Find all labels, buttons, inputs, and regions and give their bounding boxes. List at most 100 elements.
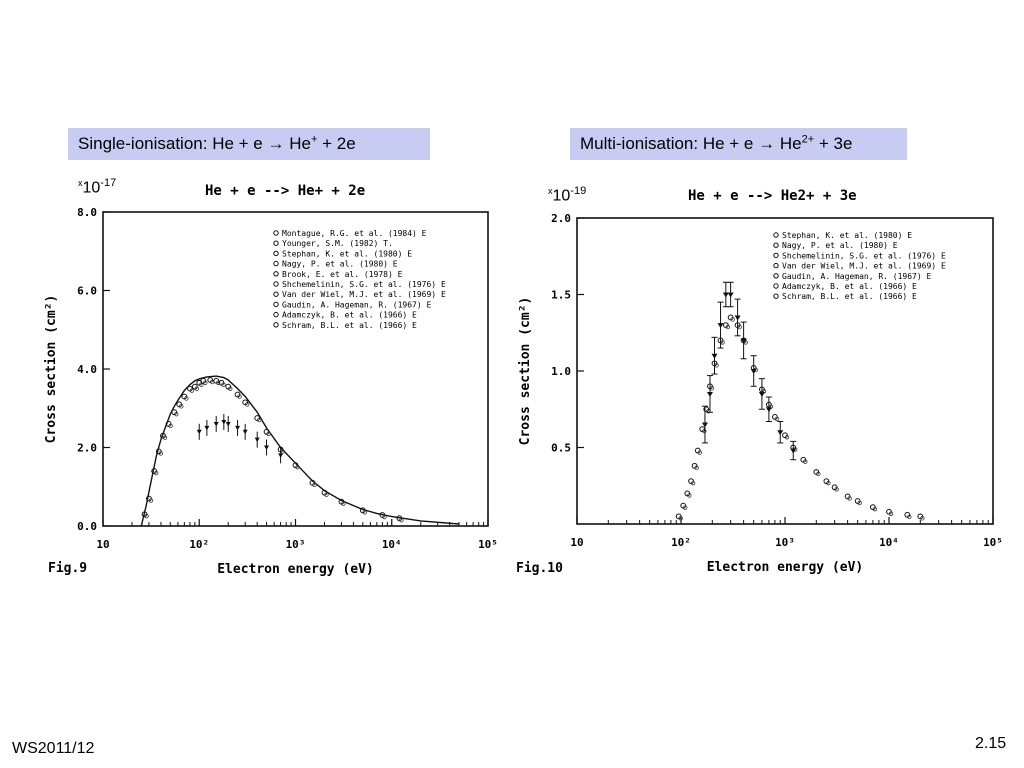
chart2-legend-marker: [773, 283, 779, 289]
chart2-data-point: [690, 480, 696, 486]
chart1-data-point: [324, 492, 329, 497]
chart1-legend-entry: Schram, B.L. et al. (1966) E: [282, 321, 417, 330]
chart1-x-tick-label: 10: [96, 538, 109, 551]
chart2-x-tick-label: 10²: [671, 536, 691, 549]
chart2-x-tick-label: 10³: [775, 536, 795, 549]
chart1-x-tick-label: 10³: [286, 538, 306, 551]
left-scale-prefix: x: [78, 178, 83, 188]
chart1-data-point: [194, 386, 200, 391]
chart2-legend-marker: [773, 273, 779, 279]
chart1-data-point: [235, 425, 241, 431]
chart1-legend-marker: [273, 250, 279, 257]
chart2-data-point: [727, 292, 734, 298]
right-caption: Multi-ionisation: He + e → He2+ + 3e: [570, 128, 907, 160]
chart2-figure-label: Fig.10: [516, 561, 563, 576]
chart1-data-point: [184, 396, 189, 401]
chart1-data-point: [168, 423, 173, 429]
chart1-data-point: [341, 501, 346, 506]
chart1-data-point: [158, 451, 164, 456]
chart1-legend-marker: [273, 301, 279, 308]
chart2-data-point: [694, 465, 699, 471]
chart2-legend-marker: [773, 262, 779, 269]
chart2-data-point: [701, 422, 708, 428]
chart1-y-tick-label: 6.0: [77, 285, 97, 298]
chart1-y-tick-label: 4.0: [77, 363, 97, 376]
chart1-data-point: [254, 437, 260, 443]
chart1-legend-entry: Nagy, P. et al. (1980) E: [282, 260, 398, 269]
chart2-data-point: [678, 516, 683, 521]
chart2-y-axis-label: Cross section (cm²): [518, 297, 533, 446]
chart2-data-point: [857, 500, 862, 506]
chart1-legend-entry: Shchemelinin, S.G. et al. (1976) E: [282, 280, 446, 289]
chart2-data-point: [734, 315, 741, 321]
chart2-legend-entry: Nagy, P. et al. (1980) E: [782, 241, 898, 250]
chart2-x-tick-label: 10⁴: [879, 536, 899, 549]
footer-slide-number: 2.15: [975, 735, 1007, 752]
chart2-legend-marker: [773, 293, 779, 299]
right-scale-base: 10: [552, 187, 571, 205]
left-scale-label: x10-17: [78, 178, 117, 198]
chart1-legend-marker: [273, 260, 279, 267]
left-caption-base: Single-ionisation: He + e → He: [78, 134, 311, 153]
chart2-data-point: [847, 496, 852, 501]
chart1-data-point: [237, 394, 242, 399]
chart2-data-point: [888, 511, 894, 516]
chart2-data-point: [790, 448, 797, 454]
chart2-data-point: [834, 487, 839, 492]
left-caption: Single-ionisation: He + e → He+ + 2e: [68, 128, 430, 160]
chart1-data-point: [199, 382, 204, 387]
chart2-data-point: [697, 450, 702, 455]
chart2-data-point: [826, 480, 831, 486]
chart1-data-point: [204, 425, 210, 431]
chart1-data-point: [295, 464, 300, 470]
chart2-legend-marker: [773, 242, 779, 248]
left-scale-base: 10: [82, 179, 101, 197]
chart2-data-point: [920, 516, 925, 521]
chart1-x-axis-label: Electron energy (eV): [217, 562, 374, 577]
right-caption-tail: + 3e: [814, 134, 853, 153]
chart2-y-tick-label: 0.5: [551, 442, 571, 455]
chart1-fit-curve: [140, 375, 460, 527]
chart1-data-point: [256, 417, 262, 423]
chart2-data-point: [816, 471, 821, 477]
chart2-legend-entry: Schram, B.L. et al. (1966) E: [782, 292, 917, 301]
chart2-x-tick-label: 10: [570, 536, 583, 549]
chart2-data-point: [784, 435, 790, 440]
chart2-legend-entry: Van der Wiel, M.J. et al. (1969) E: [782, 262, 946, 271]
chart1-data-point: [174, 411, 179, 417]
chart1-data-point: [312, 482, 317, 488]
chart2-data-point: [722, 292, 729, 298]
chart1-data-point: [382, 514, 387, 520]
chart1-data-point: [153, 470, 159, 476]
chart1-x-tick-label: 10⁵: [478, 538, 498, 551]
chart2-data-point: [717, 323, 724, 329]
chart1-data-point: [244, 402, 250, 407]
chart2-x-tick-label: 10⁵: [983, 536, 1003, 549]
chart2-data-point: [803, 459, 808, 464]
chart1-data-point: [278, 453, 284, 458]
chart1-legend-entry: Montague, R.G. et al. (1984) E: [282, 229, 427, 238]
chart1-data-point: [162, 435, 168, 440]
chart1-legend-entry: Adamczyk, B. et al. (1966) E: [282, 311, 417, 320]
chart1-y-tick-label: 0.0: [77, 520, 97, 533]
chart1-x-tick-label: 10²: [189, 538, 209, 551]
chart1-data-point: [266, 431, 271, 436]
chart1-data-point: [144, 514, 149, 519]
left-caption-tail: + 2e: [317, 134, 356, 153]
right-caption-sup: 2+: [801, 133, 815, 146]
chart1-y-axis-label: Cross section (cm²): [44, 295, 59, 444]
chart1-legend-entry: Stephan, K. et al. (1980) E: [282, 249, 412, 258]
chart1-legend-entry: Brook, E. et al. (1978) E: [282, 270, 403, 279]
chart1-data-point: [148, 498, 154, 503]
chart1-figure-label: Fig.9: [48, 561, 87, 576]
chart2-legend-marker: [773, 252, 779, 259]
chart1-legend-entry: Gaudin, A. Hageman, R. (1967) E: [282, 300, 431, 309]
footer-course-label: WS2011/12: [12, 740, 95, 757]
chart1-data-point: [264, 445, 270, 450]
chart2-data-point: [687, 493, 692, 498]
chart1-data-point: [203, 380, 208, 385]
chart1-data-point: [215, 380, 221, 385]
chart1-data-point: [362, 510, 367, 515]
chart2-legend-entry: Gaudin, A. Hageman, R. (1967) E: [782, 272, 931, 281]
